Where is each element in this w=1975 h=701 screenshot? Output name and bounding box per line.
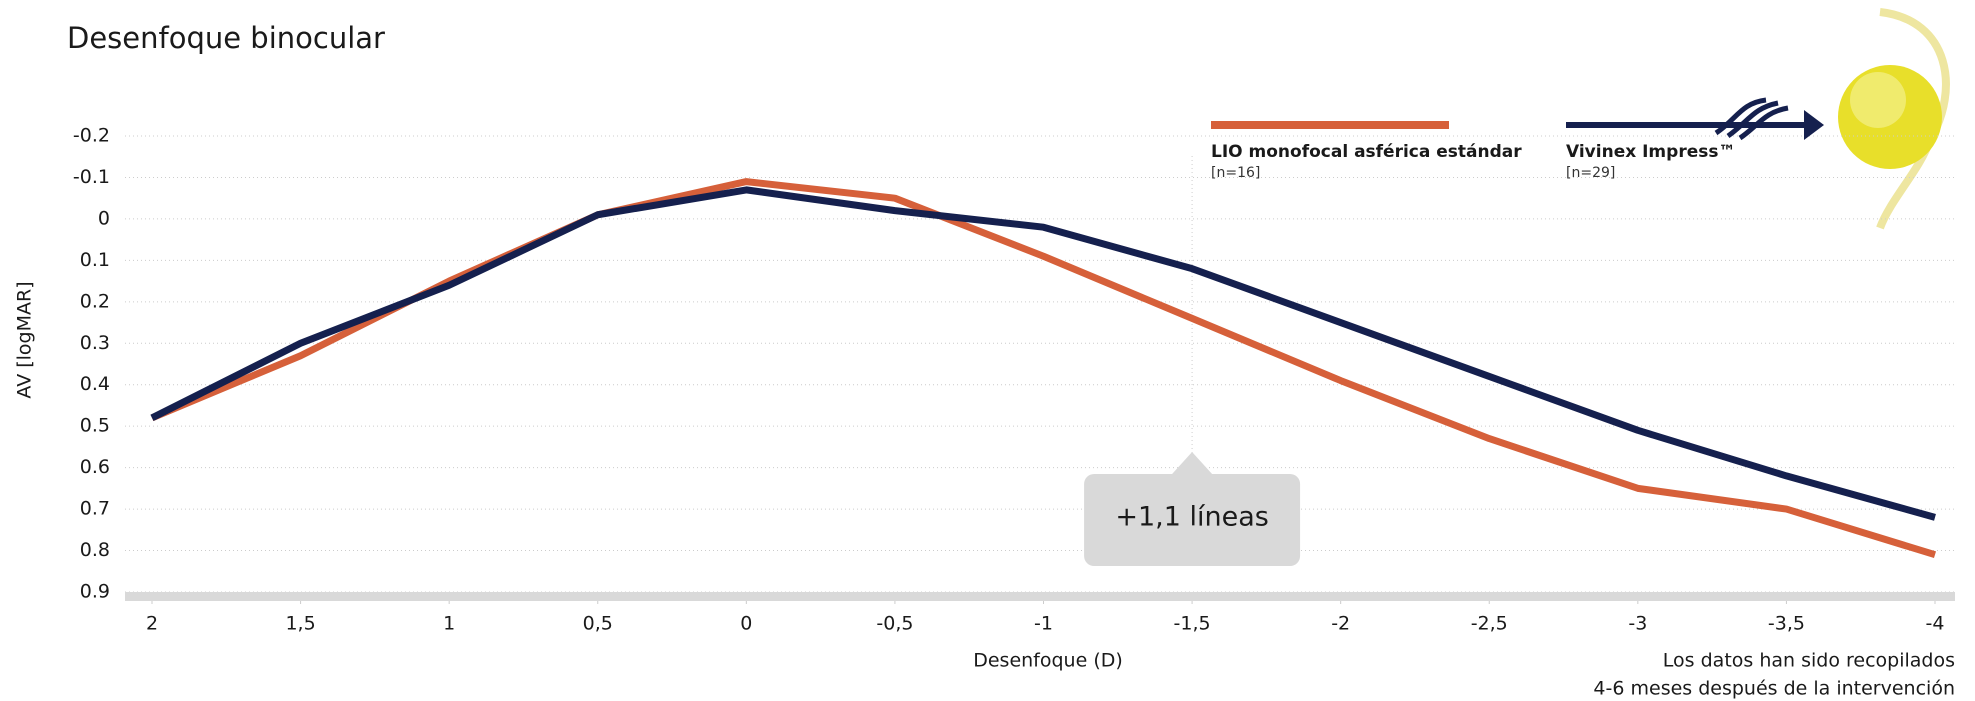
x-tick-label: 0 [740, 613, 752, 635]
x-tick-label: -2,5 [1471, 613, 1508, 635]
note: Los datos han sido recopilados [1663, 650, 1955, 672]
y-tick-label: 0 [98, 207, 110, 229]
x-tick-label: -4 [1926, 613, 1945, 635]
y-axis-label: AV [logMAR] [14, 281, 36, 398]
x-tick-label: -3 [1628, 613, 1647, 635]
chart-title: Desenfoque binocular [67, 21, 385, 55]
legend-label: LIO monofocal asférica estándar [1211, 142, 1522, 162]
x-tick-label: -1 [1034, 613, 1053, 635]
y-tick-label: 0.1 [80, 249, 110, 271]
y-tick-label: 0.4 [80, 373, 110, 395]
data-line [152, 182, 1935, 555]
y-tick-label: 0.7 [80, 498, 110, 520]
legend-swirl [1716, 100, 1788, 138]
annotation-text: +1,1 líneas [1115, 502, 1268, 533]
x-tick-label: 1,5 [285, 613, 315, 635]
x-tick-label: 0,5 [583, 613, 613, 635]
x-tick-label: 1 [443, 613, 455, 635]
y-tick-label: 0.8 [80, 539, 110, 561]
data-line [152, 190, 1935, 517]
x-tick-label: -2 [1331, 613, 1350, 635]
x-tick-label: -3,5 [1768, 613, 1805, 635]
x-axis-bar [125, 592, 1955, 601]
note: 4-6 meses después de la intervención [1593, 678, 1955, 700]
legend-n: [n=16] [1211, 165, 1260, 181]
y-tick-label: -0.1 [73, 166, 110, 188]
chart: Desenfoque binocular AV [logMAR] Desenfo… [0, 0, 1975, 701]
legend-label: Vivinex Impress™ [1566, 142, 1735, 162]
x-tick-label: -1,5 [1174, 613, 1211, 635]
y-tick-label: 0.3 [80, 332, 110, 354]
y-tick-label: 0.5 [80, 415, 110, 437]
y-tick-label: 0.9 [80, 581, 110, 603]
legend-n: [n=29] [1566, 165, 1615, 181]
lens-icon [1838, 12, 1946, 228]
x-tick-label: -0,5 [876, 613, 913, 635]
y-tick-label: 0.6 [80, 456, 110, 478]
x-tick-label: 2 [146, 613, 158, 635]
y-tick-label: -0.2 [73, 125, 110, 147]
y-tick-label: 0.2 [80, 290, 110, 312]
x-axis-label: Desenfoque (D) [973, 650, 1123, 672]
